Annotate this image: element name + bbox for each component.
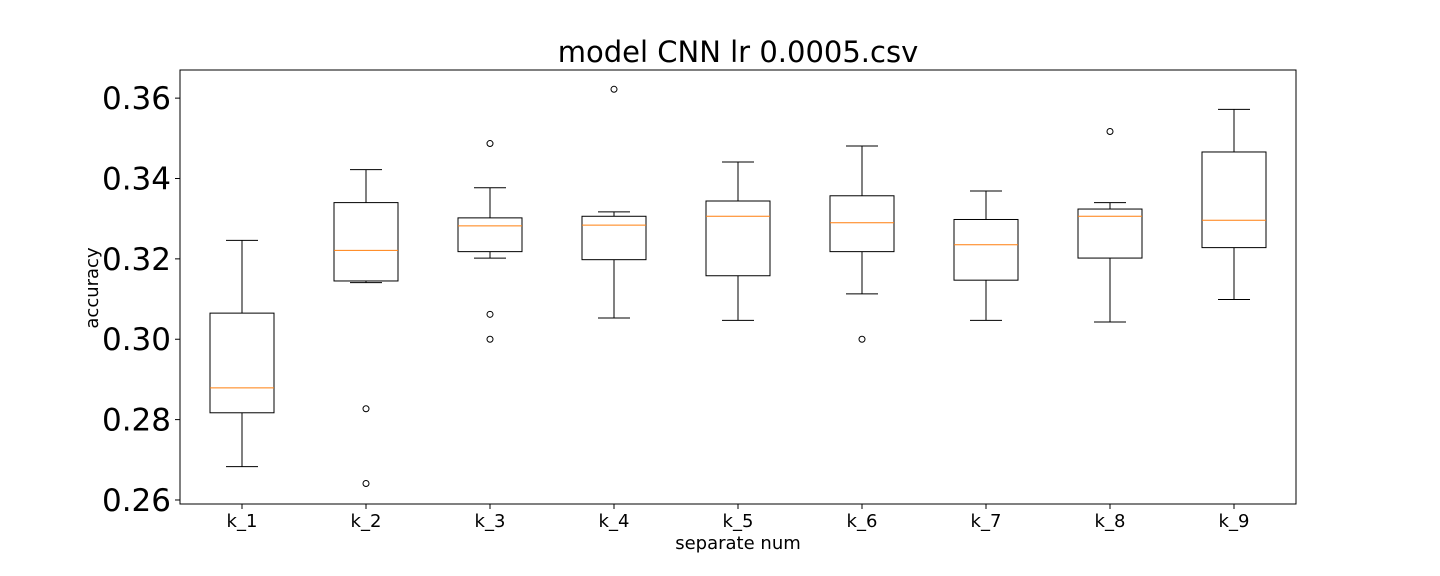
- box-body: [333, 202, 399, 282]
- x-axis: k_1 k_2 k_3 k_4 k_5 k_6 k_7 k_8 k_9: [227, 504, 1250, 532]
- y-tick-label: 0.28: [102, 403, 171, 439]
- x-tick-label: k_9: [1219, 511, 1250, 532]
- box-body: [1077, 208, 1143, 259]
- outlier-point: [486, 310, 494, 318]
- outlier-point: [486, 335, 494, 343]
- x-tick-label: k_8: [1095, 511, 1126, 532]
- outlier-point: [610, 85, 618, 93]
- box-body: [705, 200, 771, 277]
- box-k_3: [457, 140, 523, 343]
- y-axis: 0.26 0.28 0.30 0.32 0.34 0.36: [102, 81, 180, 519]
- y-tick-label: 0.34: [102, 162, 171, 198]
- x-tick-label: k_1: [227, 511, 258, 532]
- box-k_6: [829, 145, 895, 343]
- box-k_9: [1201, 108, 1267, 300]
- box-body: [457, 217, 523, 253]
- outlier-point: [486, 140, 494, 148]
- x-tick-label: k_2: [351, 511, 382, 532]
- outlier-point: [362, 405, 370, 413]
- y-tick-label: 0.36: [102, 81, 171, 117]
- chart-title: model CNN lr 0.0005.csv: [558, 35, 918, 69]
- box-k_4: [581, 85, 647, 319]
- outlier-point: [858, 335, 866, 343]
- plot-area: [209, 85, 1267, 488]
- outlier-point: [1106, 127, 1114, 135]
- box-k_2: [333, 169, 399, 488]
- box-k_7: [953, 190, 1019, 321]
- x-axis-label: separate num: [675, 533, 801, 554]
- x-tick-label: k_7: [971, 511, 1002, 532]
- box-body: [209, 312, 275, 414]
- y-tick-label: 0.32: [102, 242, 171, 278]
- box-k_5: [705, 161, 771, 321]
- box-k_8: [1077, 127, 1143, 323]
- box-body: [829, 195, 895, 253]
- box-body: [1201, 151, 1267, 249]
- x-tick-label: k_4: [599, 511, 630, 532]
- y-axis-label: accuracy: [82, 247, 103, 329]
- y-tick-label: 0.26: [102, 483, 171, 519]
- box-body: [953, 218, 1019, 281]
- outlier-point: [362, 480, 370, 488]
- x-tick-label: k_6: [847, 511, 878, 532]
- x-tick-label: k_3: [475, 511, 506, 532]
- box-body: [581, 215, 647, 261]
- y-tick-label: 0.30: [102, 322, 171, 358]
- x-tick-label: k_5: [723, 511, 754, 532]
- box-k_1: [209, 239, 275, 468]
